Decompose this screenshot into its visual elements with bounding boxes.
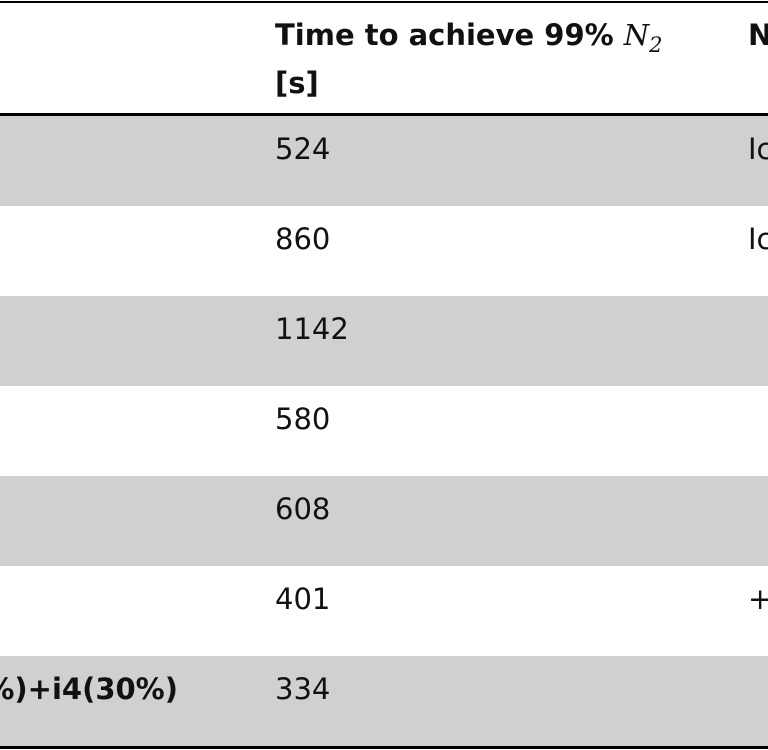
header-time: Time to achieve 99% N2 (275, 18, 663, 57)
time-cell: 1142 (275, 312, 349, 346)
table-row: 608 (0, 476, 768, 566)
math-symbol: N (623, 18, 650, 52)
math-subscript: 2 (649, 33, 663, 57)
table-row: 860 Ic (0, 206, 768, 296)
header-text: Time to achieve 99% (275, 18, 614, 52)
row-label: %)+i4(30%) (0, 672, 178, 706)
table-row: 401 + (0, 566, 768, 656)
time-cell: 401 (275, 582, 331, 616)
header-unit: [s] (275, 66, 319, 100)
time-cell: 524 (275, 132, 331, 166)
header-rule (0, 113, 768, 116)
time-cell: 608 (275, 492, 331, 526)
note-cell: Ic (748, 222, 768, 256)
note-cell: + (748, 582, 768, 616)
table-row: 580 (0, 386, 768, 476)
table-row: 524 Ic (0, 116, 768, 206)
top-rule (0, 1, 768, 3)
time-cell: 860 (275, 222, 331, 256)
table-row: 1142 (0, 296, 768, 386)
time-cell: 334 (275, 672, 331, 706)
note-cell: Ic (748, 132, 768, 166)
table-row: %)+i4(30%) 334 (0, 656, 768, 746)
header-note: N (748, 18, 768, 52)
time-cell: 580 (275, 402, 331, 436)
bottom-rule (0, 746, 768, 749)
